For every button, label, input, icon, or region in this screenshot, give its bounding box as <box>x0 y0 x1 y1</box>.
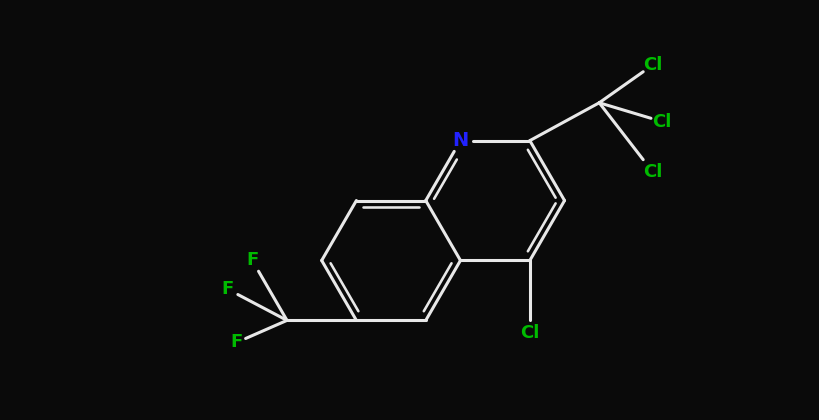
Text: Cl: Cl <box>519 324 539 342</box>
Text: F: F <box>220 280 233 298</box>
Text: Cl: Cl <box>642 163 662 181</box>
Text: F: F <box>246 252 258 270</box>
Text: F: F <box>230 333 242 352</box>
Text: Cl: Cl <box>642 56 662 74</box>
Text: Cl: Cl <box>652 113 672 131</box>
Text: N: N <box>452 131 468 150</box>
